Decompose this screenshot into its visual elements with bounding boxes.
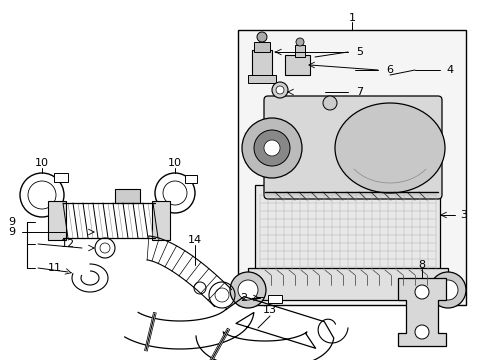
Circle shape	[238, 280, 258, 300]
Text: 4: 4	[446, 65, 453, 75]
Bar	[238, 30, 465, 305]
Bar	[115, 189, 140, 203]
Text: 9: 9	[8, 227, 16, 237]
Text: 12: 12	[61, 239, 75, 249]
Circle shape	[429, 272, 465, 308]
Text: 13: 13	[263, 305, 276, 315]
Text: 14: 14	[187, 235, 202, 245]
Text: 9: 9	[8, 217, 16, 227]
Bar	[294, 45, 305, 57]
Text: 10: 10	[35, 158, 49, 168]
Circle shape	[414, 325, 428, 339]
Text: 11: 11	[48, 263, 62, 273]
Text: 8: 8	[418, 260, 425, 270]
Bar	[251, 50, 271, 80]
Text: 1: 1	[348, 13, 355, 23]
Bar	[285, 55, 309, 75]
Circle shape	[323, 96, 336, 110]
Bar	[152, 201, 170, 240]
Circle shape	[271, 82, 287, 98]
Text: 2: 2	[240, 293, 247, 303]
Circle shape	[229, 272, 265, 308]
Circle shape	[414, 285, 428, 299]
Bar	[184, 175, 197, 183]
Text: 5: 5	[356, 47, 363, 57]
Circle shape	[257, 32, 266, 42]
Circle shape	[295, 38, 304, 46]
Bar	[247, 268, 447, 300]
Circle shape	[253, 130, 289, 166]
FancyBboxPatch shape	[264, 96, 441, 199]
Circle shape	[242, 118, 302, 178]
Bar	[267, 295, 282, 303]
Circle shape	[275, 86, 284, 94]
Polygon shape	[397, 278, 445, 346]
Text: 7: 7	[356, 87, 363, 97]
Bar	[54, 173, 68, 182]
Text: 10: 10	[168, 158, 182, 168]
Ellipse shape	[334, 103, 444, 193]
Circle shape	[264, 140, 280, 156]
Text: 6: 6	[386, 65, 393, 75]
Bar	[247, 75, 275, 83]
Text: 3: 3	[460, 210, 467, 220]
Bar	[48, 201, 66, 240]
Bar	[253, 42, 269, 52]
Circle shape	[437, 280, 457, 300]
Bar	[254, 185, 439, 275]
